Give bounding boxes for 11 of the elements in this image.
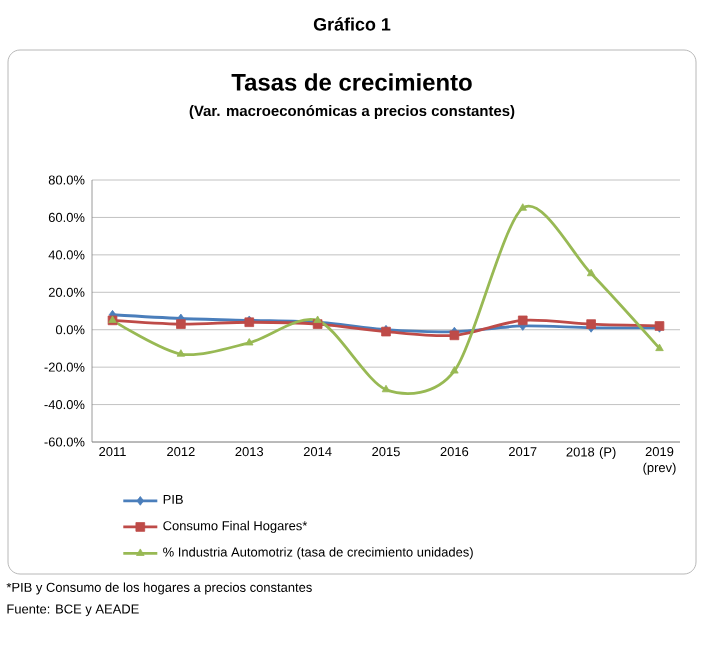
point	[518, 203, 527, 211]
point	[176, 319, 186, 329]
text: Gráfico 1	[313, 17, 391, 31]
point	[586, 268, 596, 277]
point	[381, 384, 391, 393]
point	[176, 349, 186, 357]
point	[517, 315, 528, 326]
chart-title: Tasas de crecimiento	[231, 73, 472, 91]
point	[450, 366, 459, 374]
point	[655, 343, 664, 352]
point	[245, 338, 254, 346]
